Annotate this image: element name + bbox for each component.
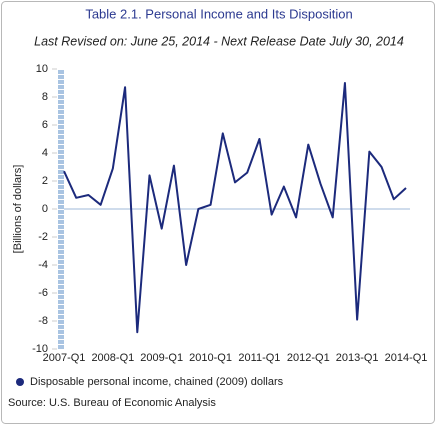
y-axis-band [58, 69, 64, 349]
source: Source: U.S. Bureau of Economic Analysis [8, 397, 216, 409]
x-tick-label: 2010-Q1 [189, 352, 232, 364]
x-tick-label: 2008-Q1 [91, 352, 134, 364]
x-tick-label: 2012-Q1 [287, 352, 330, 364]
x-tick-label: 2009-Q1 [140, 352, 183, 364]
y-tick-label: -10 [32, 343, 48, 355]
x-tick-label: 2014-Q1 [385, 352, 428, 364]
frame [1, 1, 435, 424]
x-tick-label: 2011-Q1 [238, 352, 280, 364]
legend-label: Disposable personal income, chained (200… [30, 376, 284, 388]
y-tick-label: 10 [36, 63, 48, 75]
series-line [63, 82, 407, 334]
y-tick-label: -6 [38, 287, 48, 299]
y-tick-label: -4 [38, 259, 48, 271]
legend-marker [16, 378, 24, 386]
x-tick-label: 2007-Q1 [43, 352, 86, 364]
y-tick-label: -8 [38, 315, 48, 327]
y-tick-label: 0 [42, 203, 48, 215]
chart-subtitle: Last Revised on: June 25, 2014 - Next Re… [34, 34, 404, 48]
y-axis-label: [Billions of dollars] [12, 165, 24, 254]
x-tick-label: 2013-Q1 [336, 352, 379, 364]
chart-title: Table 2.1. Personal Income and Its Dispo… [85, 6, 352, 21]
y-tick-label: 8 [42, 91, 48, 103]
y-tick-label: 6 [42, 119, 48, 131]
y-tick-label: 2 [42, 175, 48, 187]
y-tick-label: -2 [38, 231, 48, 243]
y-tick-label: 4 [42, 147, 48, 159]
